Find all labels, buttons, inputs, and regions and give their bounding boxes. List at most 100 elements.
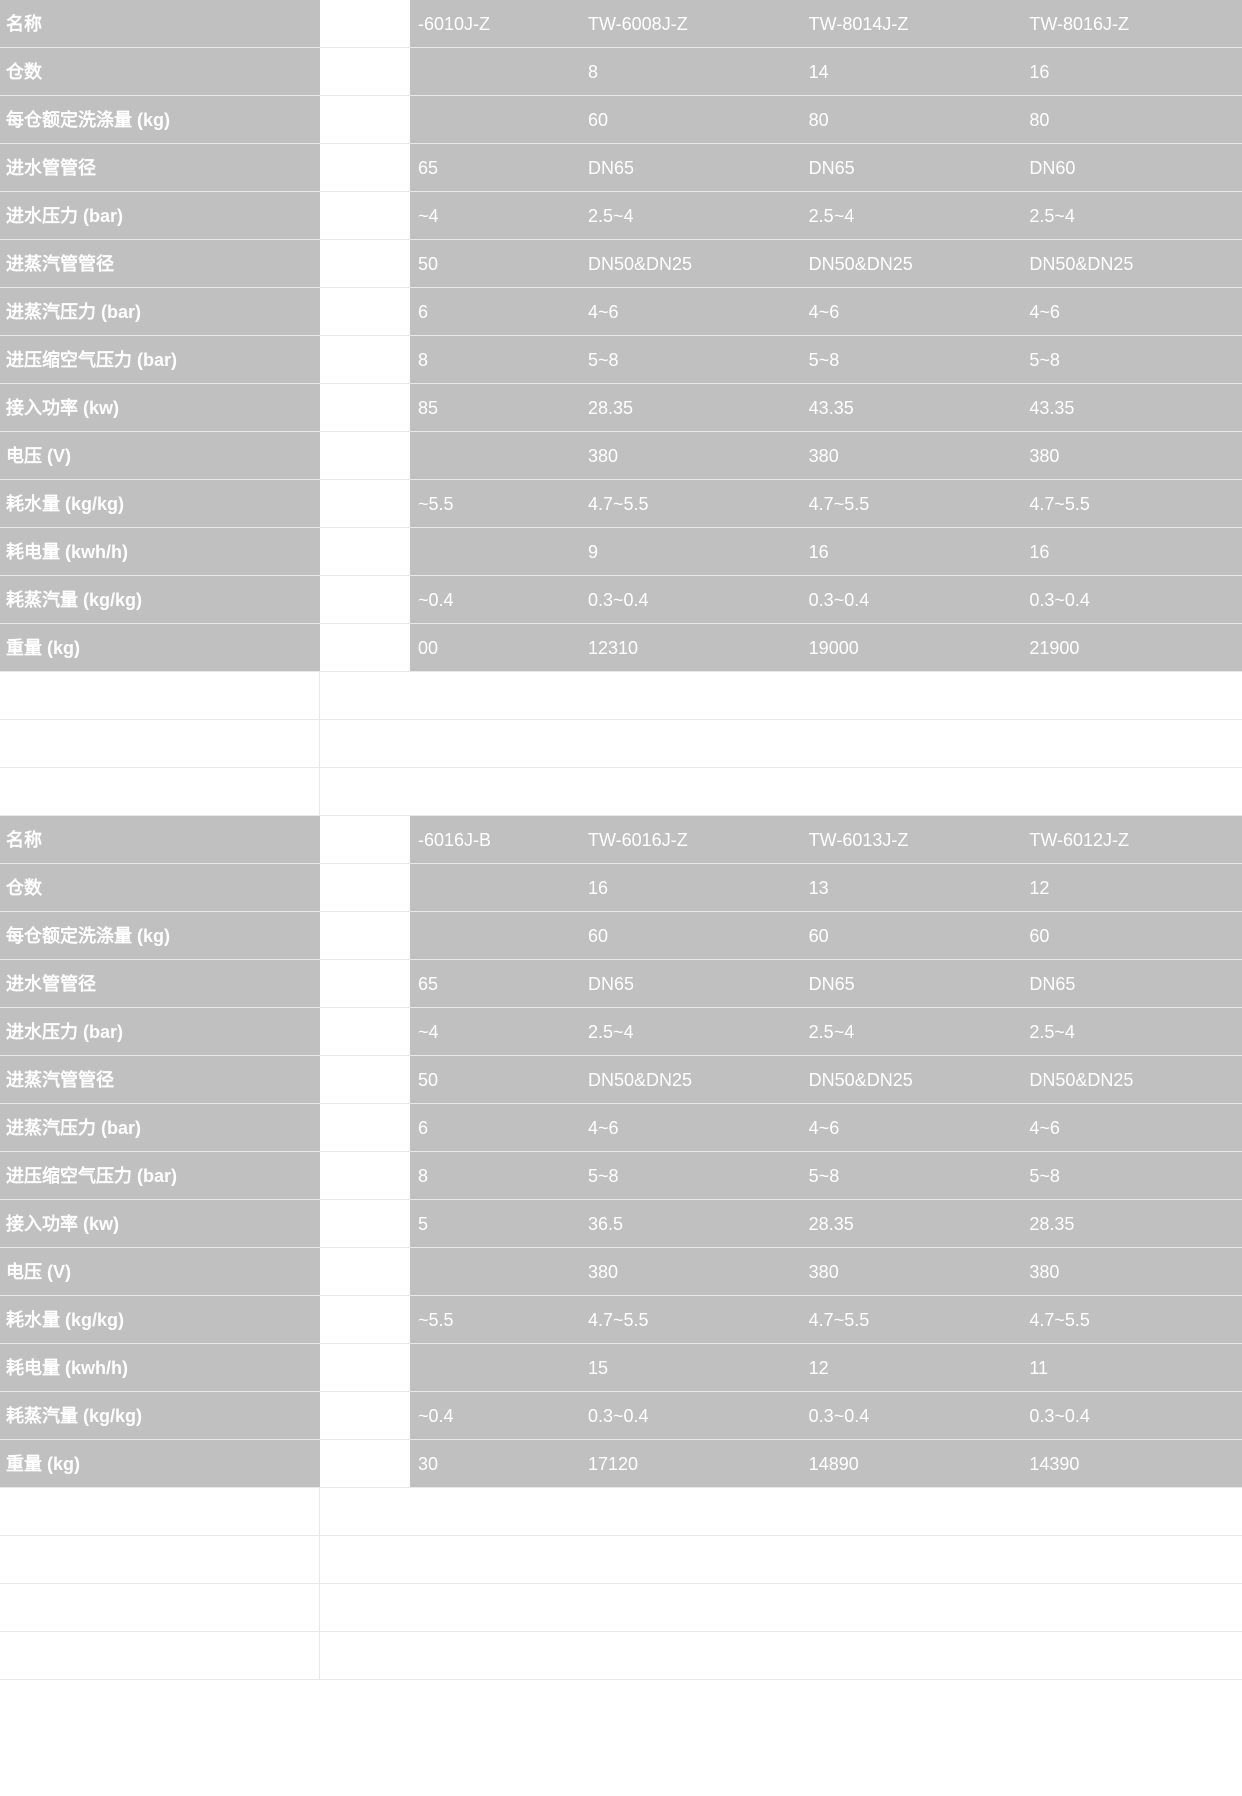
model-column: TW-8016J-Z1680DN602.5~4DN50&DN254~65~843…	[1021, 0, 1242, 672]
spec-value: 0.3~0.4	[1021, 576, 1242, 624]
param-label: 进压缩空气压力 (bar)	[0, 336, 320, 384]
spec-value: 4~6	[580, 1104, 801, 1152]
param-label: 接入功率 (kw)	[0, 384, 320, 432]
spec-value: 5	[410, 1200, 580, 1248]
overlay-cell	[320, 528, 410, 576]
spec-value: 5~8	[580, 1152, 801, 1200]
spec-value: 2.5~4	[801, 1008, 1022, 1056]
spec-value: DN50&DN25	[1021, 240, 1242, 288]
spec-value: 60	[801, 912, 1022, 960]
spec-value: ~0.4	[410, 576, 580, 624]
spec-value: TW-8016J-Z	[1021, 0, 1242, 48]
spec-value: TW-6016J-Z	[580, 816, 801, 864]
spec-value: 14	[801, 48, 1022, 96]
models-wrap: -6010J-Z65~4506885~5.5~0.400TW-6008J-Z86…	[410, 0, 1242, 672]
spec-value: ~5.5	[410, 480, 580, 528]
spec-value: 43.35	[1021, 384, 1242, 432]
param-label: 进压缩空气压力 (bar)	[0, 1152, 320, 1200]
overlay-cell	[320, 912, 410, 960]
spec-value: 4~6	[1021, 288, 1242, 336]
models-wrap: -6016J-B65~450685~5.5~0.430TW-6016J-Z166…	[410, 816, 1242, 1488]
overlay-cell	[320, 1296, 410, 1344]
spec-value	[410, 48, 580, 96]
overlay-cell	[320, 1104, 410, 1152]
param-label: 进水压力 (bar)	[0, 192, 320, 240]
overlay-column	[320, 816, 410, 1488]
spacer-block	[0, 1488, 1242, 1680]
spec-value: 2.5~4	[1021, 192, 1242, 240]
spec-value	[410, 528, 580, 576]
spacer-row	[0, 1536, 1242, 1584]
overlay-cell	[320, 480, 410, 528]
overlay-cell	[320, 96, 410, 144]
spec-value: 16	[1021, 528, 1242, 576]
overlay-cell	[320, 240, 410, 288]
spec-value: 4.7~5.5	[1021, 1296, 1242, 1344]
spec-value: 00	[410, 624, 580, 672]
spec-value: TW-6008J-Z	[580, 0, 801, 48]
spec-value: DN65	[801, 960, 1022, 1008]
spec-value: 16	[801, 528, 1022, 576]
spec-value: 9	[580, 528, 801, 576]
spec-value: TW-6012J-Z	[1021, 816, 1242, 864]
spec-value: 85	[410, 384, 580, 432]
spec-value: TW-6013J-Z	[801, 816, 1022, 864]
spec-value: DN50&DN25	[801, 1056, 1022, 1104]
overlay-cell	[320, 576, 410, 624]
spec-value: DN50&DN25	[1021, 1056, 1242, 1104]
spec-value: 11	[1021, 1344, 1242, 1392]
param-column: 名称仓数每仓额定洗涤量 (kg)进水管管径进水压力 (bar)进蒸汽管管径进蒸汽…	[0, 816, 320, 1488]
overlay-cell	[320, 48, 410, 96]
param-label: 耗水量 (kg/kg)	[0, 1296, 320, 1344]
param-label: 名称	[0, 0, 320, 48]
spec-value: 2.5~4	[580, 192, 801, 240]
spec-value: 6	[410, 288, 580, 336]
spec-value: -6010J-Z	[410, 0, 580, 48]
spec-value: 5~8	[801, 336, 1022, 384]
spec-value: 0.3~0.4	[580, 576, 801, 624]
overlay-cell	[320, 1056, 410, 1104]
spec-value: 4.7~5.5	[580, 1296, 801, 1344]
spec-value: 380	[1021, 1248, 1242, 1296]
spec-value: 60	[580, 912, 801, 960]
spec-value: -6016J-B	[410, 816, 580, 864]
param-label: 进水压力 (bar)	[0, 1008, 320, 1056]
model-column: TW-8014J-Z1480DN652.5~4DN50&DN254~65~843…	[801, 0, 1022, 672]
spec-value: 5~8	[801, 1152, 1022, 1200]
spec-value: 16	[580, 864, 801, 912]
overlay-cell	[320, 960, 410, 1008]
spec-value: 5~8	[580, 336, 801, 384]
overlay-cell	[320, 1392, 410, 1440]
spec-value: 60	[1021, 912, 1242, 960]
param-label: 名称	[0, 816, 320, 864]
spec-value: 8	[410, 336, 580, 384]
spec-value: DN60	[1021, 144, 1242, 192]
param-label: 每仓额定洗涤量 (kg)	[0, 912, 320, 960]
model-column: TW-6013J-Z1360DN652.5~4DN50&DN254~65~828…	[801, 816, 1022, 1488]
spec-value: 28.35	[580, 384, 801, 432]
spacer-block	[0, 672, 1242, 816]
spec-value: 14390	[1021, 1440, 1242, 1488]
param-label: 耗电量 (kwh/h)	[0, 528, 320, 576]
spec-value: 80	[801, 96, 1022, 144]
spec-value: 4.7~5.5	[580, 480, 801, 528]
overlay-cell	[320, 1200, 410, 1248]
overlay-cell	[320, 864, 410, 912]
spec-value: 28.35	[801, 1200, 1022, 1248]
overlay-cell	[320, 1152, 410, 1200]
spec-value: 12	[801, 1344, 1022, 1392]
param-label: 进蒸汽压力 (bar)	[0, 288, 320, 336]
spec-value: ~5.5	[410, 1296, 580, 1344]
overlay-cell	[320, 336, 410, 384]
spec-value: 60	[580, 96, 801, 144]
spec-value: DN50&DN25	[801, 240, 1022, 288]
spec-value: 50	[410, 1056, 580, 1104]
param-label: 重量 (kg)	[0, 624, 320, 672]
overlay-cell	[320, 144, 410, 192]
param-column: 名称仓数每仓额定洗涤量 (kg)进水管管径进水压力 (bar)进蒸汽管管径进蒸汽…	[0, 0, 320, 672]
spec-value: DN50&DN25	[580, 1056, 801, 1104]
spec-value: DN65	[580, 144, 801, 192]
spec-value: 380	[580, 432, 801, 480]
spec-value: 380	[580, 1248, 801, 1296]
spec-value: 2.5~4	[801, 192, 1022, 240]
